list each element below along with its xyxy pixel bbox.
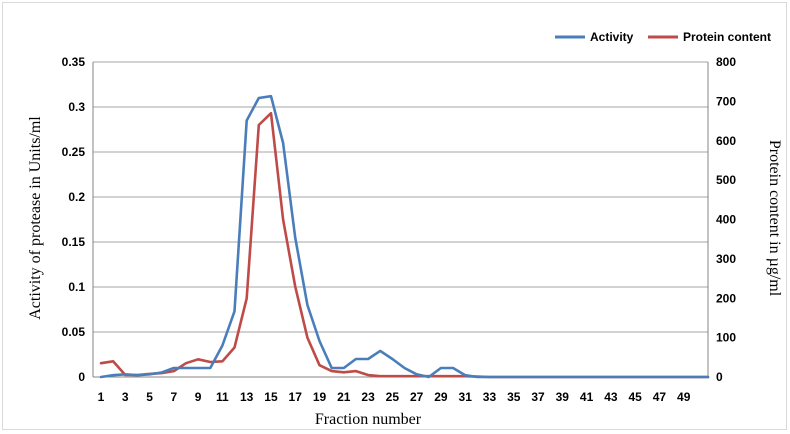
x-tick-label: 39 — [556, 390, 570, 404]
x-tick-label: 17 — [289, 390, 303, 404]
y2-tick-label: 500 — [716, 173, 736, 187]
x-tick-label: 45 — [628, 390, 642, 404]
x-tick-label: 35 — [507, 390, 521, 404]
right-axis-ticks: 0 100 200 300 400 500 600 700 800 — [716, 55, 736, 384]
y2-tick-label: 400 — [716, 213, 736, 227]
x-tick-label: 13 — [240, 390, 254, 404]
y2-tick-label: 100 — [716, 331, 736, 345]
series-line-protein-content — [99, 111, 710, 379]
x-tick-label: 47 — [653, 390, 667, 404]
gridlines — [92, 61, 709, 378]
chart-frame — [2, 2, 787, 430]
left-axis-ticks: 0 0.05 0.1 0.15 0.2 0.25 0.3 0.35 — [62, 55, 86, 384]
x-tick-label: 41 — [580, 390, 594, 404]
x-tick-label: 31 — [459, 390, 473, 404]
y2-tick-label: 200 — [716, 291, 736, 305]
y2-tick-label: 300 — [716, 252, 736, 266]
legend-label-protein: Protein content — [683, 30, 771, 44]
y-tick-label: 0.35 — [62, 55, 86, 69]
x-axis-ticks: 1 3 5 7 9 11 13 15 17 19 21 23 25 27 29 31 33 35 37 39 41 43 4… — [98, 390, 691, 404]
y-tick-label: 0.05 — [62, 325, 86, 339]
x-tick-label: 19 — [313, 390, 327, 404]
x-tick-label: 37 — [531, 390, 545, 404]
x-tick-label: 29 — [434, 390, 448, 404]
x-tick-label: 1 — [98, 390, 105, 404]
x-axis-title: Fraction number — [315, 411, 422, 428]
y2-tick-label: 800 — [716, 55, 736, 69]
y-axis-title: Activity of protease in Units/ml — [27, 116, 44, 320]
series-line-activity — [99, 94, 710, 379]
y2-tick-label: 700 — [716, 94, 736, 108]
y2-axis-title: Protein content in µg/ml — [766, 140, 783, 297]
x-tick-label: 5 — [146, 390, 153, 404]
y-tick-label: 0.25 — [62, 145, 86, 159]
x-tick-label: 3 — [122, 390, 129, 404]
y-tick-label: 0 — [78, 370, 85, 384]
y-tick-label: 0.2 — [68, 190, 85, 204]
y-tick-label: 0.15 — [62, 235, 86, 249]
y2-tick-label: 600 — [716, 134, 736, 148]
x-tick-label: 21 — [337, 390, 351, 404]
x-tick-label: 27 — [410, 390, 424, 404]
x-tick-label: 11 — [216, 390, 229, 404]
y-tick-label: 0.3 — [68, 100, 85, 114]
series-layer — [99, 94, 710, 379]
y2-tick-label: 0 — [716, 370, 723, 384]
x-tick-label: 49 — [677, 390, 691, 404]
x-tick-label: 15 — [264, 390, 278, 404]
x-tick-label: 25 — [386, 390, 400, 404]
y-tick-label: 0.1 — [68, 280, 85, 294]
x-tick-label: 33 — [483, 390, 497, 404]
x-tick-label: 43 — [604, 390, 618, 404]
legend-label-activity: Activity — [590, 30, 634, 44]
x-tick-label: 23 — [361, 390, 375, 404]
legend: Activity Protein content — [555, 30, 771, 44]
x-tick-label: 7 — [170, 390, 177, 404]
x-tick-label: 9 — [195, 390, 202, 404]
